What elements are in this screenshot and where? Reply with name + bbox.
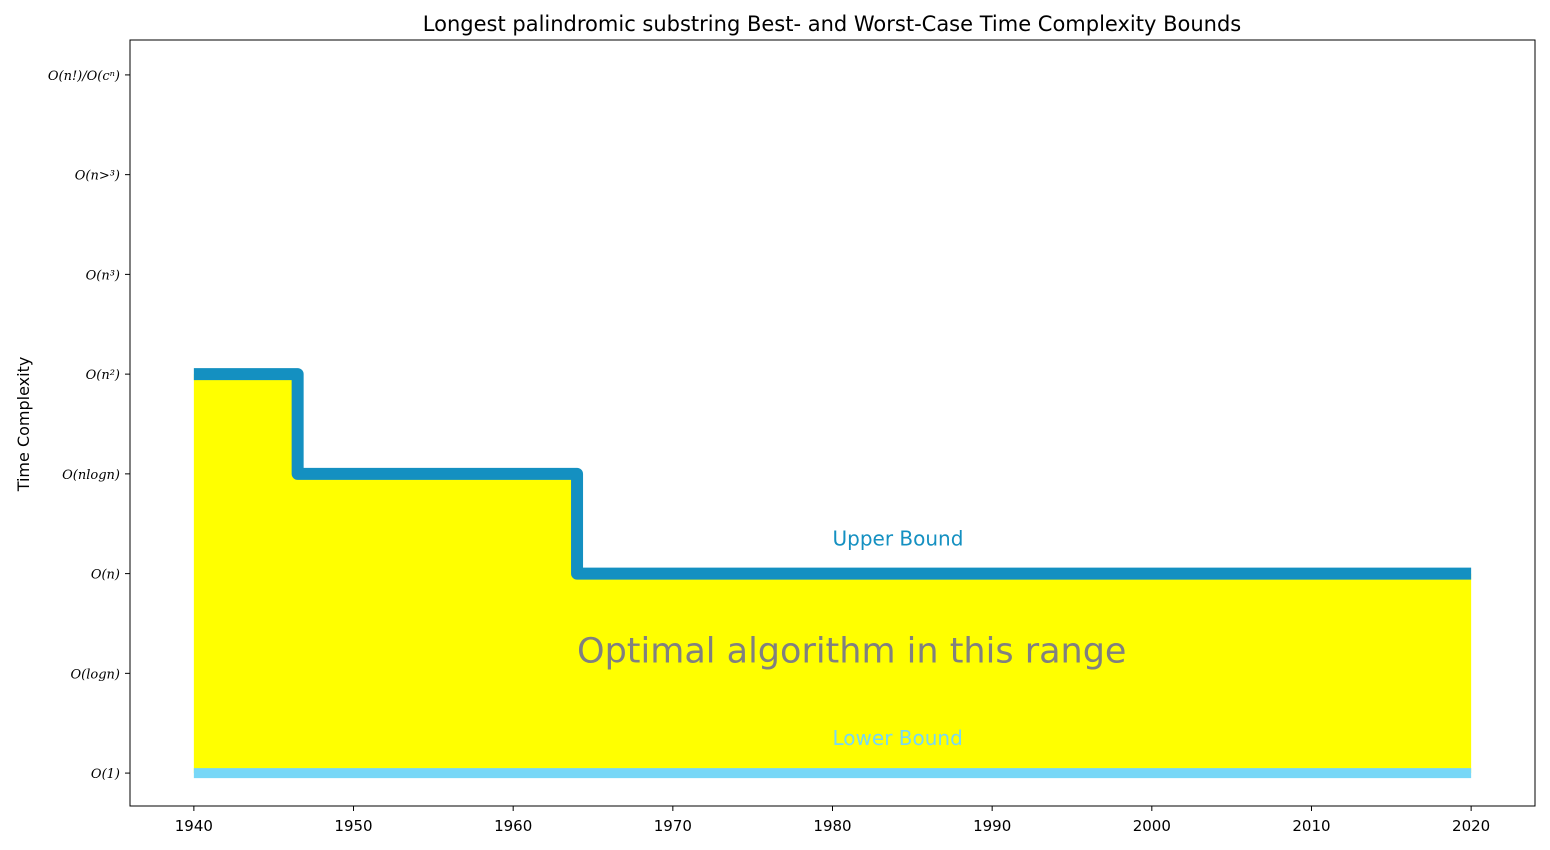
y-tick-label: O(logn) <box>71 667 120 682</box>
y-tick-label: O(n²) <box>86 368 120 383</box>
annotation-optimal-algorithm-in-this-range: Optimal algorithm in this range <box>577 631 1126 671</box>
x-tick-label: 2000 <box>1133 817 1171 835</box>
x-tick-label: 1970 <box>654 817 692 835</box>
x-tick-label: 1990 <box>973 817 1011 835</box>
y-tick-label: O(nlogn) <box>62 468 120 483</box>
y-tick-label: O(n>³) <box>75 169 120 184</box>
x-tick-label: 1950 <box>334 817 372 835</box>
y-tick-label: O(n³) <box>86 268 120 283</box>
y-axis-label: Time Complexity <box>14 357 33 493</box>
y-tick-label: O(1) <box>91 767 120 782</box>
chart-title: Longest palindromic substring Best- and … <box>423 12 1241 36</box>
y-tick-label: O(n!)/O(cⁿ) <box>48 69 120 84</box>
x-tick-label: 1980 <box>813 817 851 835</box>
series-line-upper-bound <box>193 368 1472 580</box>
y-axis: O(1) O(logn) O(n) O(nlogn) O(n²) O(n³) O(n>³) O… <box>48 69 130 782</box>
annotation-lower-bound: Lower Bound <box>833 726 963 750</box>
x-axis: 1940 1950 1960 1970 1980 1990 2000 2010 2020 <box>175 806 1490 835</box>
x-tick-label: 1960 <box>494 817 532 835</box>
annotation-upper-bound: Upper Bound <box>833 527 964 551</box>
x-tick-label: 2010 <box>1292 817 1330 835</box>
bound-lines <box>193 368 1472 779</box>
annotations: Upper Bound Lower Bound Optimal algorithm … <box>577 527 1126 750</box>
y-tick-label: O(n) <box>91 568 120 583</box>
x-tick-label: 1940 <box>175 817 213 835</box>
x-tick-label: 2020 <box>1452 817 1490 835</box>
